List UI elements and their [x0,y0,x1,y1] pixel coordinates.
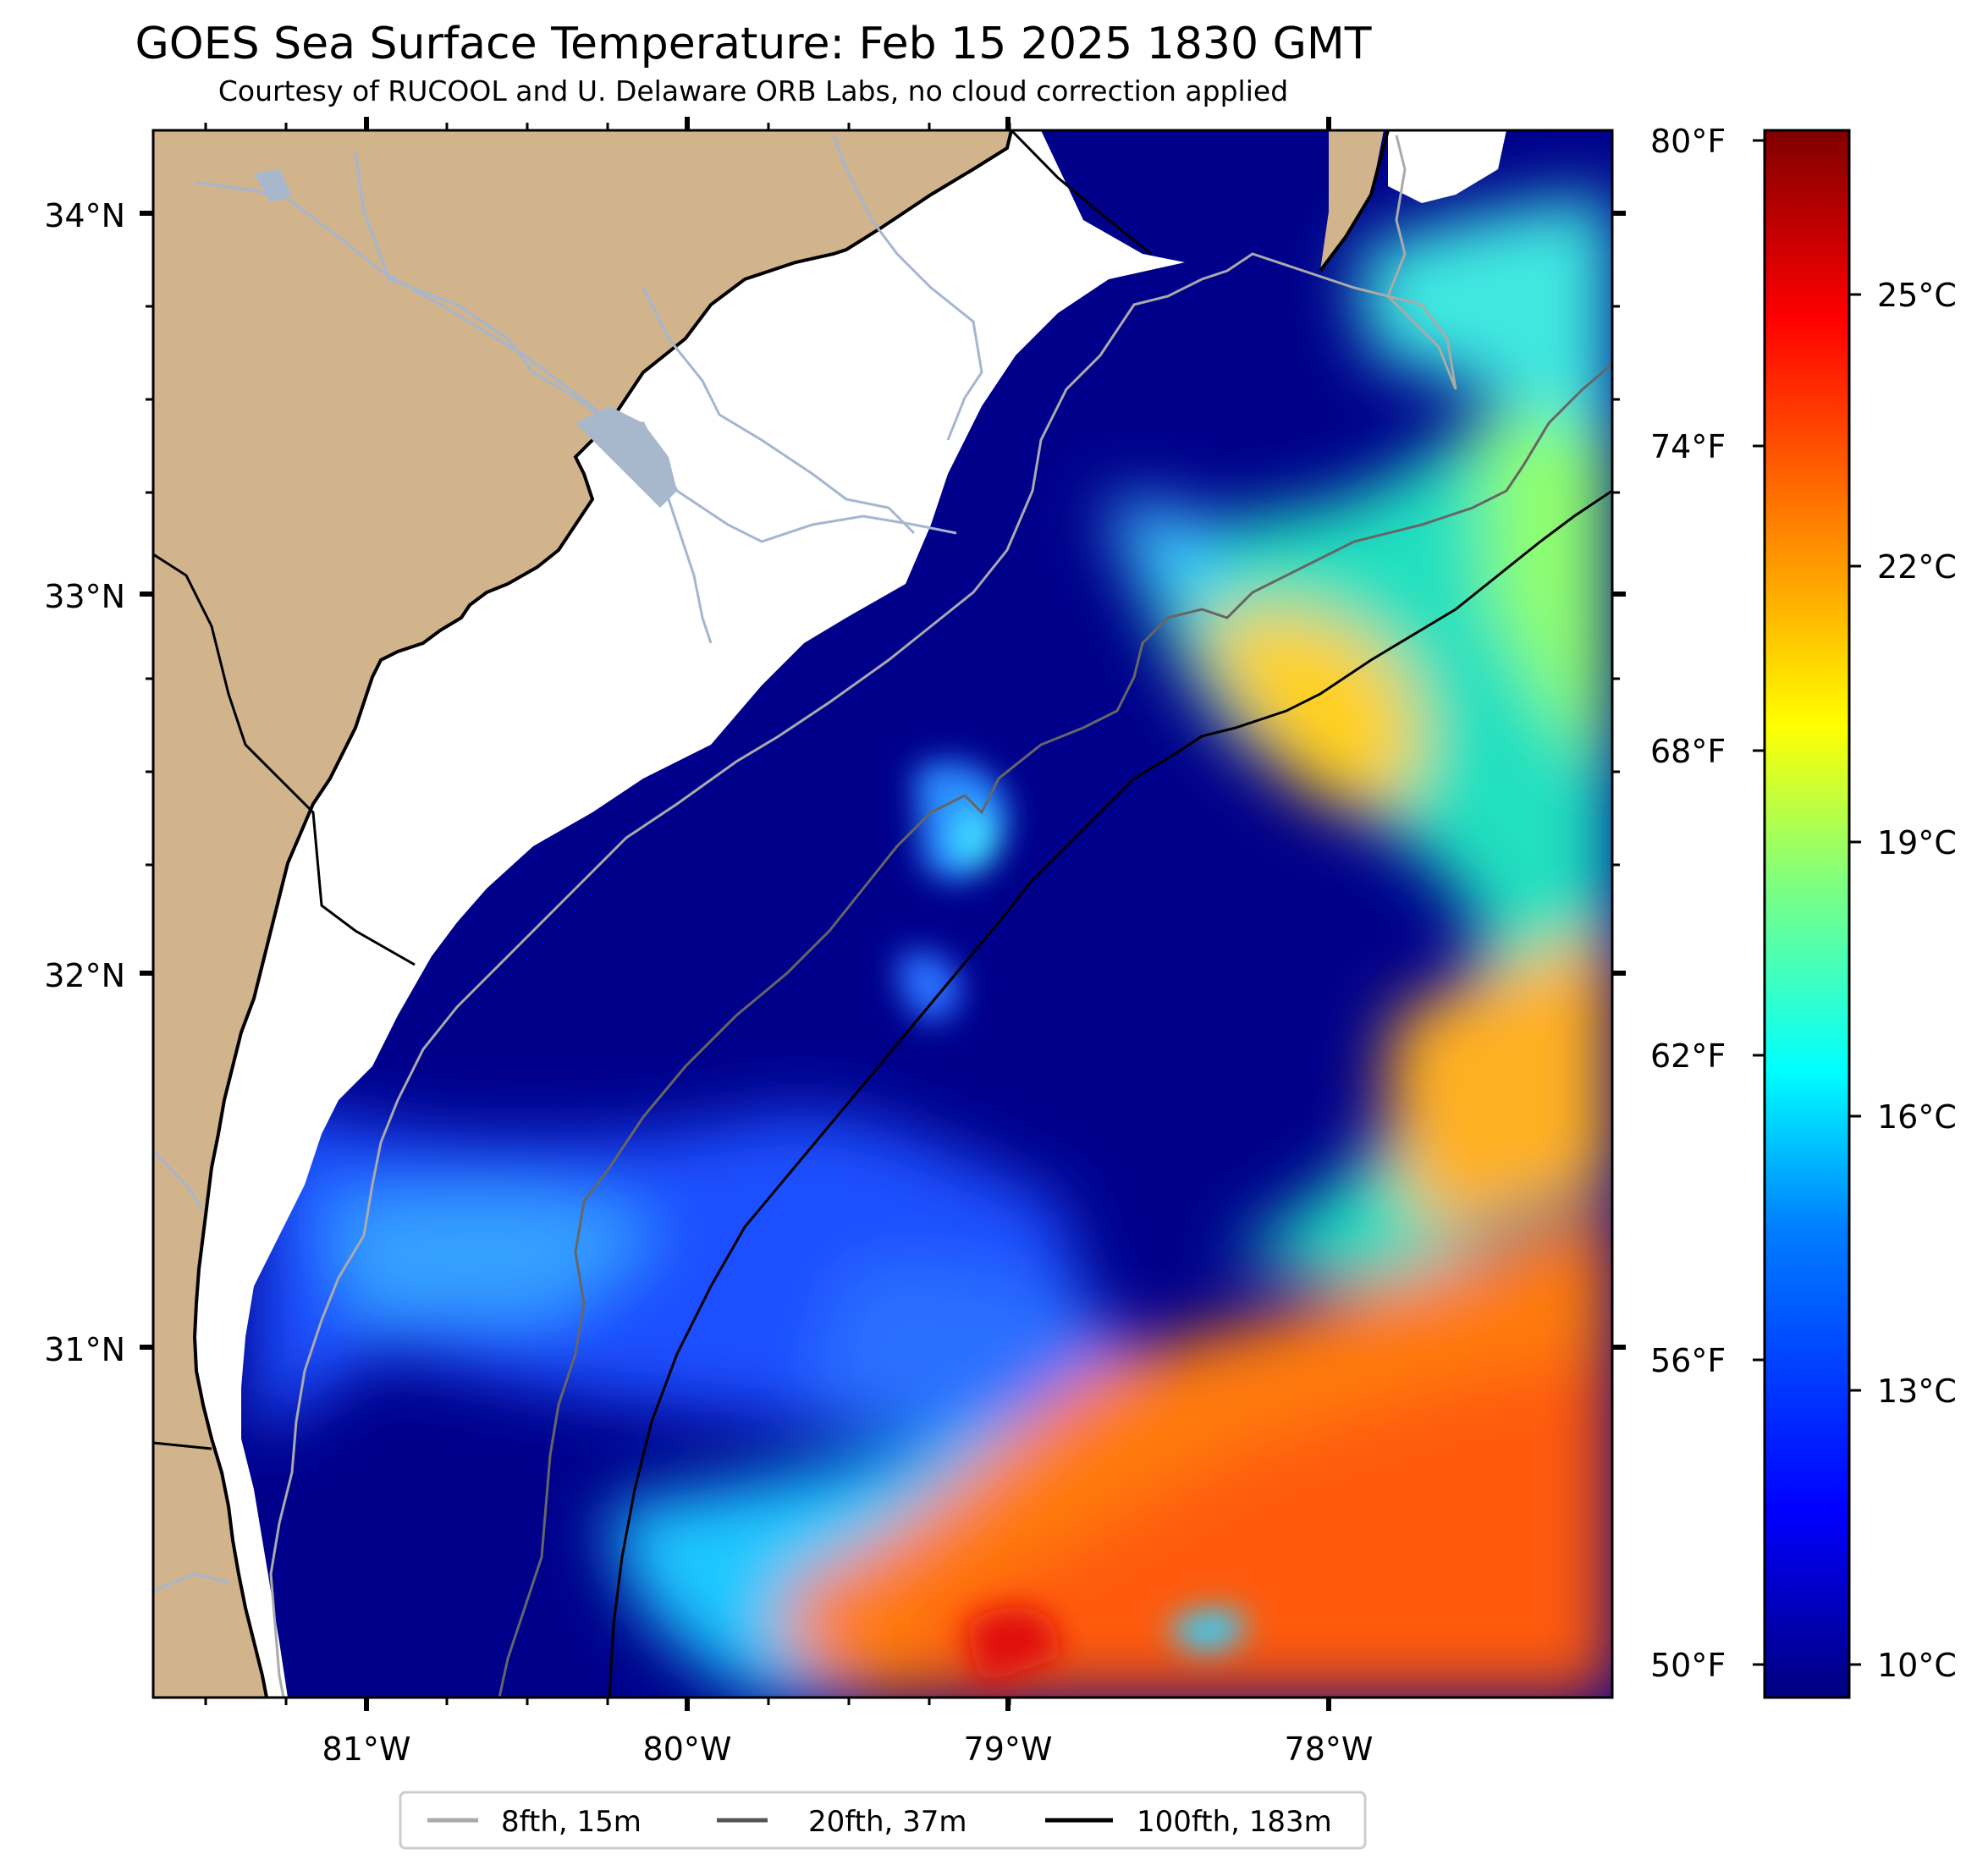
lake-marion [575,406,677,508]
f-label-56: 56°F [1650,1342,1726,1379]
state-border-sc-ga [153,553,416,966]
longitude-labels: 81°W 80°W 79°W 78°W [322,1731,1374,1768]
fahrenheit-labels: 80°F 74°F 68°F 62°F 56°F 50°F [1650,123,1726,1684]
isobath-100fth [608,489,1612,1698]
land-mass [153,130,1011,1698]
rivers [153,135,983,1593]
legend-box [399,1791,1367,1850]
lat-label-31n: 31°N [44,1331,125,1368]
coastline-ne [1319,130,1390,272]
lon-label-79w: 79°W [964,1731,1053,1768]
lat-label-34n: 34°N [44,197,125,234]
c-label-16: 16°C [1877,1098,1957,1136]
lon-label-81w: 81°W [322,1731,411,1768]
f-label-74: 74°F [1650,428,1726,465]
colorbar-ticks [1753,139,1861,1666]
lake-wateree [254,169,292,203]
lat-label-32n: 32°N [44,957,125,994]
isobath-legend: 8fth, 15m 20fth, 37m 100fth, 183m [399,1791,1367,1850]
legend-label-100fth: 100fth, 183m [1137,1805,1332,1839]
lat-label-33n: 33°N [44,578,125,615]
no-data-patch-ne [1388,130,1506,203]
legend-label-20fth: 20fth, 37m [808,1805,967,1839]
chart-subtitle: Courtesy of RUCOOL and U. Delaware ORB L… [218,74,1289,107]
latitude-labels: 34°N 33°N 32°N 31°N [44,197,125,1368]
f-label-50: 50°F [1650,1647,1726,1684]
c-label-22: 22°C [1877,548,1957,586]
map-frame [151,129,1614,1699]
no-data-coastal-strip [195,130,1185,1698]
c-label-19: 19°C [1877,824,1957,861]
isobath-8fth [269,135,1457,1698]
axis-ticks [140,117,1626,1711]
c-label-10: 10°C [1877,1647,1957,1684]
lon-label-80w: 80°W [643,1731,732,1768]
f-label-80: 80°F [1650,123,1726,160]
f-label-68: 68°F [1650,733,1726,770]
coastline [192,130,1013,1698]
state-border-nc-sc [1010,130,1152,256]
c-label-25: 25°C [1877,277,1957,314]
state-border-ga-fl [153,1441,212,1450]
c-label-13: 13°C [1877,1373,1957,1410]
sst-eddies [897,761,1246,1684]
land-cape-ne [1320,130,1384,271]
f-label-62: 62°F [1650,1037,1726,1075]
sst-field [254,195,1612,1698]
colorbar [1763,129,1851,1699]
celsius-labels: 25°C 22°C 19°C 16°C 13°C 10°C [1877,277,1957,1684]
isobath-20fth [498,362,1612,1698]
legend-label-8fth: 8fth, 15m [501,1805,642,1839]
map-area[interactable] [153,130,1612,1698]
lon-label-78w: 78°W [1285,1731,1374,1768]
chart-title: GOES Sea Surface Temperature: Feb 15 202… [135,19,1372,69]
